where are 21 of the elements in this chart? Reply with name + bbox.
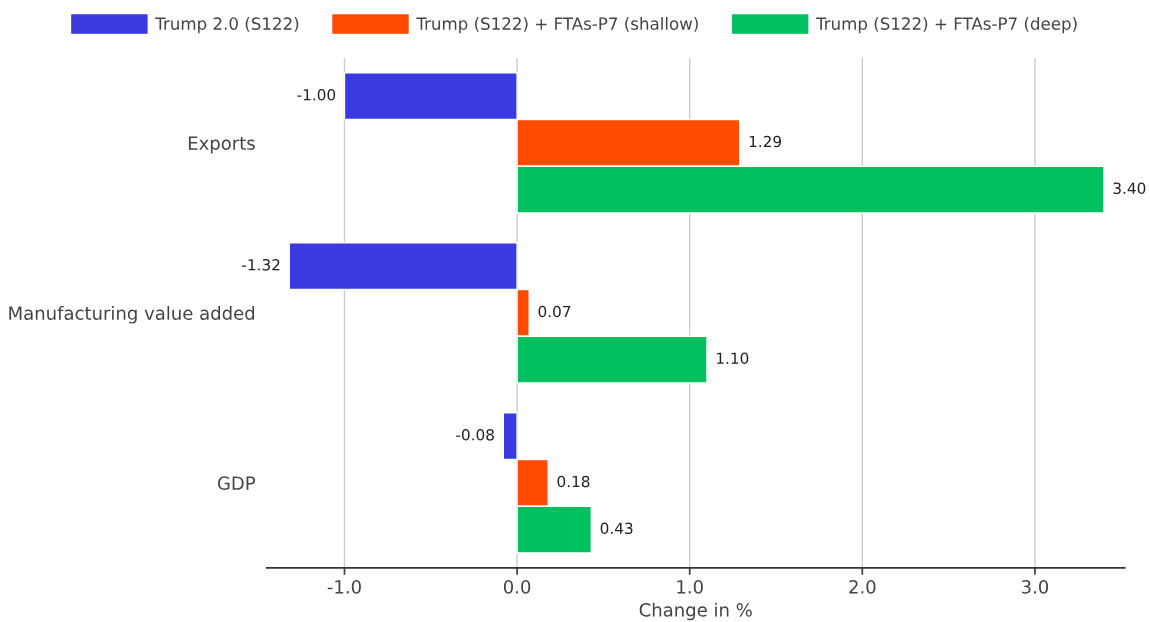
data-label: 1.10 [716,352,749,365]
legend-label: Trump (S122) + FTAs-P7 (shallow) [416,17,698,34]
data-label: 0.07 [538,305,571,318]
y-tick-label: Exports [188,136,255,154]
x-tick-label: 3.0 [1021,580,1049,594]
data-label: -1.00 [297,88,336,101]
data-label: 3.40 [1113,182,1146,195]
x-tick-label: -1.0 [327,580,361,594]
x-tick-label: 2.0 [849,580,876,594]
x-tick-label: 1.0 [677,580,703,594]
data-label: -1.32 [242,258,280,271]
legend-label: Trump 2.0 (S122) [155,17,299,34]
data-label: 0.43 [600,522,633,535]
data-label: 1.29 [749,135,782,148]
y-tick-label: GDP [217,476,256,490]
legend-label: Trump (S122) + FTAs-P7 (deep) [815,17,1077,34]
data-label: -0.08 [456,429,494,441]
y-tick-label: Manufacturing value added [9,306,255,324]
x-axis-title: Change in % [639,602,752,621]
x-tick-label: 0.0 [503,580,531,594]
data-label: 0.18 [557,475,590,488]
